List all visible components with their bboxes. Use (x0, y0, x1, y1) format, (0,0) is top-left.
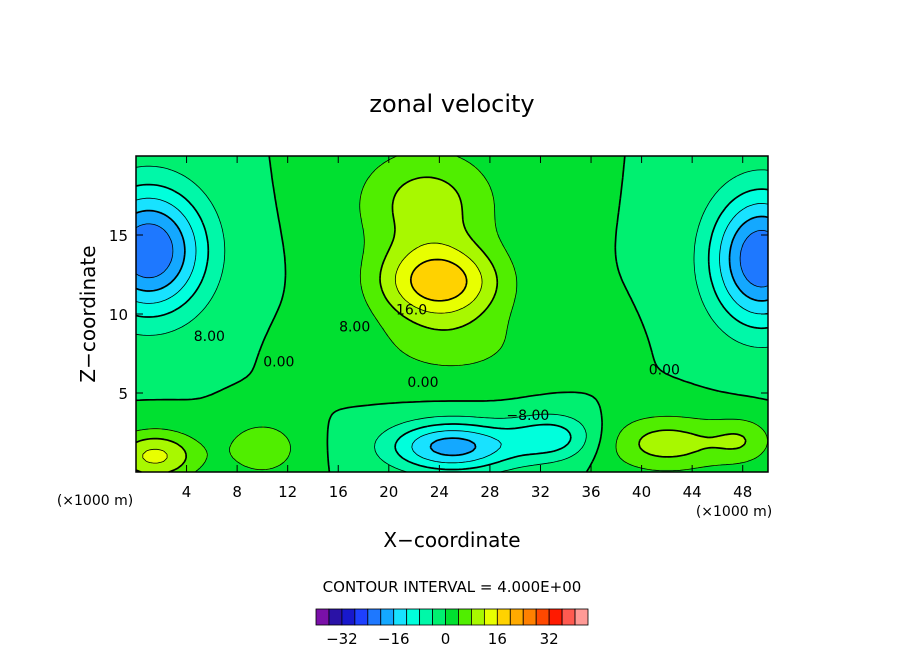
contour-line (135, 209, 769, 457)
filled-contour-image (136, 156, 768, 472)
contour-line (135, 183, 769, 471)
colorbar-swatch (561, 608, 576, 626)
x-tick-label: 36 (581, 483, 600, 501)
x-tick-label: 4 (182, 483, 192, 501)
contour-label: 0.00 (649, 362, 680, 378)
y-axis-ticks: 5 10 15 (109, 227, 768, 403)
contour-line (135, 197, 769, 464)
colorbar-swatch (458, 608, 472, 626)
y-tick-label: 5 (118, 385, 128, 403)
colorbar-swatch (341, 608, 356, 626)
contour-label: 0.00 (407, 375, 438, 391)
contour-line (135, 155, 769, 473)
x-tick-label: 20 (379, 483, 398, 501)
colorbar-swatch (354, 608, 369, 626)
colorbar-tick-label: 32 (540, 630, 559, 648)
colorbar-swatch (574, 608, 589, 626)
contour-line (142, 242, 483, 464)
colorbar: −32 −16 0 16 32 (315, 608, 589, 648)
colorbar-swatch (406, 608, 421, 626)
colorbar-swatch (315, 608, 330, 626)
colorbar-swatch (471, 608, 485, 626)
colorbar-tick-label: −16 (378, 630, 410, 648)
contour-line (135, 176, 747, 473)
x-tick-label: 24 (430, 483, 449, 501)
contour-line (409, 258, 468, 302)
plot-area (135, 155, 769, 473)
colorbar-tick-label: 16 (488, 630, 507, 648)
contour-label: 8.00 (194, 329, 225, 345)
x-tick-label: 16 (329, 483, 348, 501)
y-axis-label: Z−coordinate (76, 245, 100, 382)
colorbar-tick-label: −32 (326, 630, 358, 648)
y-tick-label: 15 (109, 227, 128, 245)
colorbar-swatch (419, 608, 433, 626)
contour-label: 8.00 (339, 320, 370, 336)
x-tick-label: 48 (733, 483, 752, 501)
x-unit-label-left: (×1000 m) (57, 493, 133, 509)
colorbar-tick-label: 0 (441, 630, 451, 648)
x-tick-label: 28 (480, 483, 499, 501)
x-tick-label: 12 (278, 483, 297, 501)
colorbar-swatch (328, 608, 343, 626)
contour-label: 16.0 (396, 302, 427, 318)
colorbar-swatch (509, 608, 524, 626)
x-tick-label: 44 (683, 483, 702, 501)
contour-label: −8.00 (506, 408, 549, 424)
x-tick-label: 40 (632, 483, 651, 501)
colorbar-swatch (548, 608, 563, 626)
chart-title: zonal velocity (369, 90, 534, 118)
x-axis-label: X−coordinate (383, 528, 520, 552)
contour-interval-note: CONTOUR INTERVAL = 4.000E+00 (323, 578, 582, 596)
colorbar-swatch (522, 608, 537, 626)
colorbar-swatch (483, 608, 498, 626)
contour-line (135, 165, 769, 473)
y-tick-label: 10 (109, 306, 128, 324)
colorbar-swatch (393, 608, 408, 626)
colorbar-swatch (496, 608, 511, 626)
colorbar-swatch (445, 608, 459, 626)
x-tick-label: 32 (531, 483, 550, 501)
x-unit-label-right: (×1000 m) (696, 504, 772, 520)
colorbar-swatch (535, 608, 550, 626)
colorbar-swatch (432, 608, 446, 626)
colorbar-swatch (380, 608, 395, 626)
x-tick-label: 8 (232, 483, 242, 501)
contour-label: 0.00 (263, 354, 294, 370)
colorbar-swatch (367, 608, 382, 626)
contour-labels: 16.0 8.00 8.00 0.00 0.00 0.00 −8.00 (194, 302, 680, 424)
x-axis-ticks: 4 8 12 16 20 24 28 32 36 40 44 48 (182, 156, 752, 501)
